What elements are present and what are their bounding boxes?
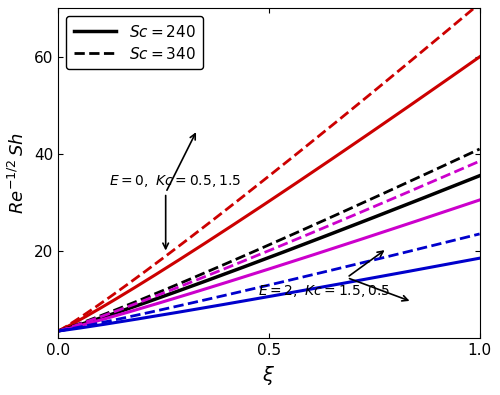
Legend: $Sc = 240$, $Sc = 340$: $Sc = 240$, $Sc = 340$ (66, 16, 203, 70)
Y-axis label: $Re^{-1/2}\,Sh$: $Re^{-1/2}\,Sh$ (8, 132, 28, 214)
Text: $E = 0,\ Kc = 0.5, 1.5$: $E = 0,\ Kc = 0.5, 1.5$ (109, 173, 241, 190)
X-axis label: $\xi$: $\xi$ (262, 364, 276, 387)
Text: $E = 2,\ Kc = 1.5, 0.5$: $E = 2,\ Kc = 1.5, 0.5$ (258, 282, 390, 299)
